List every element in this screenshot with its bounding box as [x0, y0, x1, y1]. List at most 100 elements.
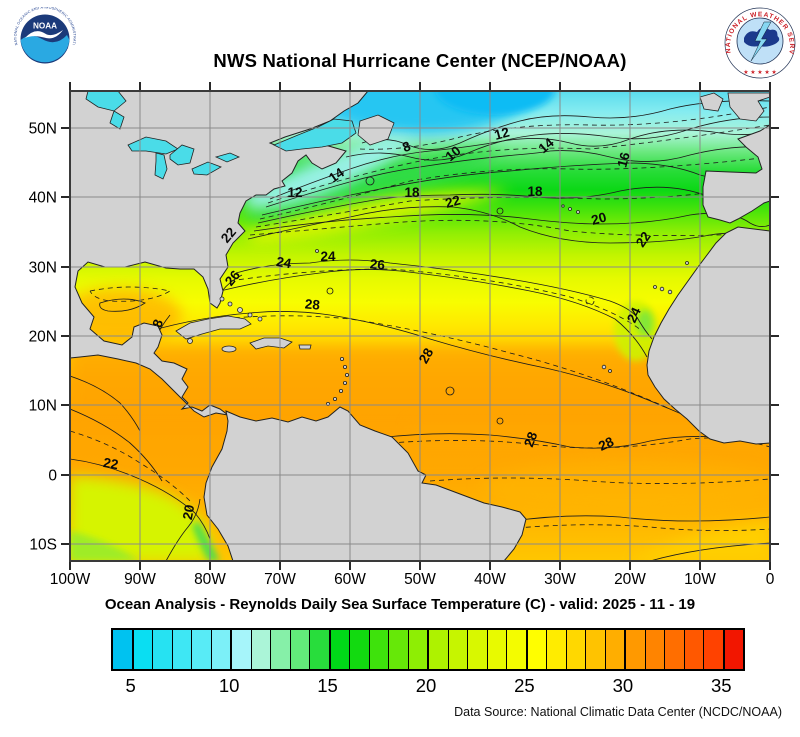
contour-label-18-9: 18	[527, 184, 543, 199]
atlantic-cold-tongue	[480, 461, 770, 511]
colorbar-cell-15	[330, 630, 350, 669]
colorbar-cell-8	[192, 630, 212, 669]
temperature-colorbar	[111, 628, 745, 671]
colorbar-cell-31	[645, 630, 665, 669]
colorbar-cell-13	[290, 630, 310, 669]
latitude-axis: 50N 40N 30N 20N 10N 0 10S	[29, 121, 58, 554]
contour-label-28-20: 28	[416, 345, 437, 366]
hispaniola	[249, 337, 293, 350]
noaa-gull-icon	[25, 30, 63, 39]
great-britain	[727, 92, 770, 122]
lon-label-10W: 10W	[684, 571, 716, 588]
contour-label-24-17: 24	[624, 305, 644, 325]
colorbar-cell-19	[408, 630, 429, 669]
contour-label-28-22: 28	[596, 434, 616, 454]
lon-label-20W: 20W	[614, 571, 646, 588]
map-caption: Ocean Analysis - Reynolds Daily Sea Surf…	[104, 596, 696, 613]
lat-label-10N: 10N	[29, 398, 57, 415]
colorbar-cell-25	[527, 630, 547, 669]
longitude-axis: 100W 90W 80W 70W 60W 50W 40W 30W 20W 10W 0	[50, 571, 775, 588]
colorbar-cell-9	[211, 630, 232, 669]
colorbar-cell-21	[448, 630, 468, 669]
pacific-cold-corner	[70, 531, 140, 561]
contour-label-12-5: 12	[287, 185, 302, 200]
contour-label-24-14: 24	[275, 254, 293, 271]
contour-label-10-1: 10	[443, 143, 464, 164]
colorbar-cell-17	[369, 630, 389, 669]
colorbar-cell-5	[133, 630, 153, 669]
colorbar-cell-20	[429, 630, 449, 669]
lon-label-30W: 30W	[544, 571, 576, 588]
contour-label-22-8: 22	[444, 192, 462, 210]
colorbar-cell-4	[113, 630, 134, 669]
lon-label-90W: 90W	[124, 571, 156, 588]
dashed-contours	[70, 106, 770, 532]
contour-label-22-12: 22	[218, 225, 239, 246]
colorbar-cell-26	[547, 630, 567, 669]
lon-label-80W: 80W	[194, 571, 226, 588]
colorbar-tick-30: 30	[612, 675, 634, 696]
coldest-water	[435, 91, 555, 115]
colorbar-cell-11	[251, 630, 271, 669]
slope-water	[245, 148, 502, 221]
lake-ontario	[214, 152, 241, 163]
lat-label-30N: 30N	[29, 260, 57, 277]
colorbar-cell-33	[684, 630, 704, 669]
colorbar-cell-24	[507, 630, 528, 669]
south-america	[203, 406, 527, 561]
gulf-of-st-lawrence	[273, 118, 357, 152]
contour-label-20-10: 20	[590, 209, 608, 227]
colorbar-cell-32	[665, 630, 685, 669]
gulf-stream	[245, 189, 510, 243]
bahamas	[187, 296, 263, 344]
colorbar-tick-5: 5	[125, 675, 136, 696]
newfoundland	[357, 114, 395, 146]
lake-michigan	[154, 152, 168, 180]
noaa-logo: NATIONAL OCEANIC AND ATMOSPHERIC ADMINIS…	[12, 7, 77, 71]
colorbar-cell-34	[704, 630, 725, 669]
noaa-center-text: NOAA	[33, 22, 57, 31]
colorbar-cell-28	[586, 630, 606, 669]
equatorial-warm-band	[410, 421, 770, 456]
peru-coastal-cold	[192, 521, 220, 561]
colorbar-labels: 5 10 15 20 25 30 35	[111, 675, 741, 697]
colorbar-tick-15: 15	[317, 675, 338, 696]
axis-ticks	[61, 82, 779, 570]
lon-label-40W: 40W	[474, 571, 506, 588]
african-upwelling-core	[637, 310, 653, 336]
colorbar-cell-12	[271, 630, 291, 669]
data-source-text: Data Source: National Climatic Data Cent…	[454, 705, 782, 719]
lat-label-20N: 20N	[29, 329, 57, 346]
contour-label-22-11: 22	[633, 229, 654, 250]
colorbar-cell-29	[605, 630, 626, 669]
colorbar-wrap: 5 10 15 20 25 30 35	[0, 628, 800, 698]
lat-label-10S: 10S	[29, 537, 57, 554]
nws-stars: ★ ★ ★ ★ ★	[743, 69, 777, 76]
noaa-sea	[20, 35, 70, 63]
colorbar-cell-18	[389, 630, 409, 669]
colorbar-tick-25: 25	[514, 675, 535, 696]
colorbar-cell-6	[153, 630, 173, 669]
james-bay	[109, 110, 125, 130]
contour-label-24-15: 24	[320, 249, 336, 264]
ireland	[699, 92, 724, 112]
lon-label-100W: 100W	[50, 571, 91, 588]
colorbar-cell-22	[468, 630, 488, 669]
colorbar-cell-10	[232, 630, 252, 669]
atlantic-islands	[315, 204, 689, 373]
colorbar-cell-16	[350, 630, 370, 669]
colorbar-cell-14	[310, 630, 331, 669]
lon-label-50W: 50W	[404, 571, 436, 588]
lat-label-50N: 50N	[29, 121, 57, 138]
lat-label-0: 0	[48, 468, 57, 485]
map-frame	[69, 90, 771, 562]
lon-label-60W: 60W	[334, 571, 366, 588]
page-title: NWS National Hurricane Center (NCEP/NOAA…	[213, 50, 627, 71]
jamaica	[221, 345, 237, 353]
contour-label-12-2: 12	[493, 124, 511, 142]
contour-label-22-23: 22	[102, 455, 119, 472]
colorbar-cell-30	[626, 630, 646, 669]
puerto-rico	[298, 344, 312, 350]
lon-label-0: 0	[766, 571, 775, 588]
